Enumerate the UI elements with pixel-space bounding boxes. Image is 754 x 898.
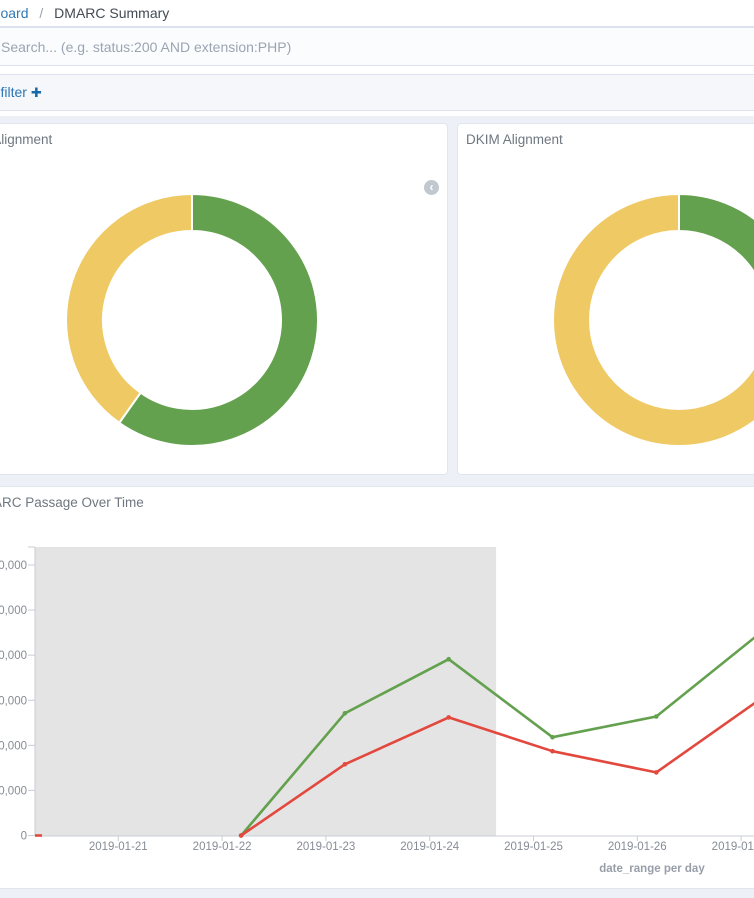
- query-bar: [0, 27, 754, 66]
- spf-donut-chart[interactable]: [64, 192, 320, 448]
- y-axis-tick-label: 10,000: [0, 785, 27, 797]
- page-title: DMARC Summary: [54, 5, 170, 21]
- green-point-marker[interactable]: [446, 656, 452, 662]
- breadcrumb-separator: /: [39, 5, 44, 21]
- panel-title-dkim: DKIM Alignment: [466, 132, 563, 147]
- breadcrumb-dashboard-link[interactable]: Dashboard: [0, 5, 29, 21]
- x-axis-title: date_range per day: [599, 863, 705, 875]
- x-axis-tick-label: 2019-01-22: [193, 841, 252, 853]
- filter-bar: Add a filter✚: [0, 74, 754, 111]
- x-axis-tick-label: 2019-01-21: [89, 841, 148, 853]
- red-point-marker[interactable]: [342, 762, 348, 767]
- x-axis-tick-label: 2019-01-23: [296, 841, 355, 853]
- plot-shaded-region: [35, 547, 497, 836]
- red-line-series[interactable]: [240, 699, 754, 837]
- panel-title-dmarc-passage: DMARC Passage Over Time: [0, 495, 144, 510]
- y-axis-tick-label: 40,000: [0, 650, 27, 662]
- y-axis-tick-label: 60,000: [0, 560, 27, 572]
- x-axis-tick-label: 2019-01-24: [400, 841, 459, 853]
- plus-icon: ✚: [30, 85, 42, 100]
- red-point-marker[interactable]: [654, 770, 659, 775]
- yellow-slice[interactable]: [552, 193, 754, 447]
- green-slice[interactable]: [678, 193, 754, 320]
- breadcrumb: Dashboard / DMARC Summary: [0, 0, 754, 27]
- green-point-marker[interactable]: [550, 734, 555, 740]
- red-point-marker[interactable]: [550, 748, 555, 754]
- collapse-chevron-icon[interactable]: ‹: [424, 180, 439, 195]
- x-axis-tick-label: 2019-01-27: [712, 841, 754, 853]
- yellow-slice[interactable]: [65, 193, 193, 424]
- y-axis-tick-label: 20,000: [0, 740, 27, 752]
- x-axis-tick-label: 2019-01-26: [608, 841, 667, 853]
- y-axis-tick-label: 0: [21, 831, 27, 843]
- y-axis-tick-label: 30,000: [0, 695, 27, 707]
- red-point-marker[interactable]: [446, 715, 452, 720]
- x-axis-tick-label: 2019-01-25: [504, 841, 563, 853]
- y-axis-tick-label: 50,000: [0, 605, 27, 617]
- green-point-marker[interactable]: [654, 714, 659, 719]
- green-point-marker[interactable]: [342, 711, 348, 716]
- add-filter-link[interactable]: Add a filter✚: [0, 84, 42, 100]
- red-point-marker[interactable]: [238, 833, 244, 838]
- green-slice[interactable]: [118, 193, 319, 447]
- search-input[interactable]: [0, 28, 754, 65]
- dkim-donut-chart[interactable]: [551, 192, 754, 448]
- dmarc-passage-line-chart[interactable]: 0 10,000 20,000 30,000 40,000 50,000 60,000 201…: [0, 486, 754, 889]
- green-line-series[interactable]: [240, 633, 754, 837]
- panel-title-spf: SPF Alignment: [0, 132, 53, 147]
